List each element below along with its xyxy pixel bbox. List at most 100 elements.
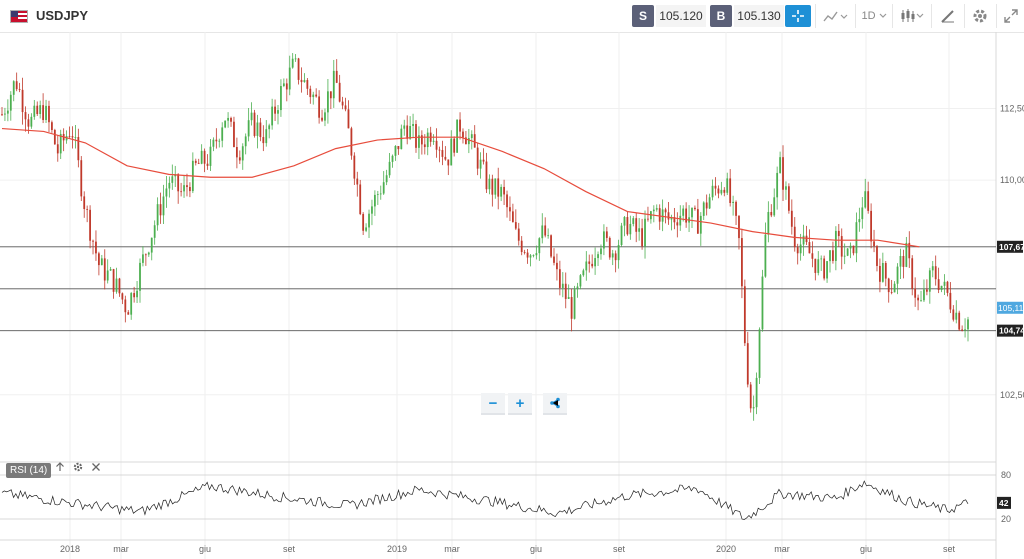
candle-body: [576, 286, 579, 290]
rsi-label[interactable]: RSI (14): [6, 463, 52, 478]
candle-body: [241, 146, 244, 161]
candle-body: [626, 217, 629, 235]
candle-body: [476, 147, 479, 169]
candle-body: [385, 175, 388, 183]
buy-price[interactable]: 105.130: [734, 5, 784, 27]
candle-body: [180, 191, 183, 193]
candle-body: [517, 228, 520, 241]
candle-body: [964, 329, 966, 331]
candle-body: [68, 136, 71, 137]
candle-body: [782, 157, 784, 190]
candle-body: [746, 343, 749, 385]
candle-body: [588, 261, 591, 264]
candle-body: [382, 182, 385, 194]
candle-body: [564, 283, 567, 299]
candle-body: [423, 144, 426, 148]
candle-body: [491, 178, 494, 195]
timeframe-button[interactable]: 1D: [858, 5, 890, 27]
candle-body: [611, 253, 614, 258]
candle-body: [403, 125, 406, 129]
candle-body: [506, 194, 508, 208]
rsi-tick-label: 80: [1001, 470, 1011, 480]
candle-body: [418, 135, 420, 148]
candle-body: [509, 207, 511, 212]
candle-body: [315, 94, 318, 97]
candle-body: [209, 146, 212, 166]
candle-body: [362, 214, 365, 231]
candle-body: [89, 209, 91, 241]
candle-body: [203, 150, 206, 164]
candle-body: [837, 230, 840, 237]
share-icon: [550, 397, 560, 409]
candle-body: [371, 206, 373, 214]
candle-body: [699, 215, 702, 234]
candle-body: [256, 122, 259, 136]
candle-body: [814, 258, 817, 273]
sell-button[interactable]: S: [632, 5, 654, 27]
time-tick-label: 2019: [387, 544, 407, 554]
candle-body: [83, 196, 86, 209]
zoom-in-button[interactable]: +: [508, 393, 532, 415]
candle-body: [1, 114, 3, 116]
price-chart[interactable]: 112,50 110,00 102,50 107,67 104,74 105,119 80…: [0, 32, 1024, 559]
candle-body: [811, 253, 814, 259]
candle-body: [329, 91, 332, 99]
candle-body: [732, 201, 735, 203]
candle-body: [876, 246, 878, 266]
candle-body: [373, 194, 376, 207]
zoom-out-button[interactable]: −: [481, 393, 505, 415]
candle-body: [644, 218, 646, 247]
candle-body: [127, 312, 130, 315]
settings-button[interactable]: [968, 5, 992, 27]
candle-body: [318, 96, 321, 118]
candle-body: [259, 122, 262, 138]
candle-body: [834, 230, 837, 261]
candle-body: [787, 186, 790, 211]
candle-body: [708, 197, 711, 209]
candle-body: [820, 258, 823, 260]
rsi-settings-button[interactable]: [73, 462, 83, 475]
candle-body: [218, 140, 221, 142]
candle-body: [738, 215, 740, 239]
candle-body: [920, 300, 922, 302]
draw-button[interactable]: [936, 5, 960, 27]
sell-price[interactable]: 105.120: [656, 5, 706, 27]
candle-body: [779, 157, 781, 173]
candle-body: [4, 113, 6, 115]
rsi-line: [1, 480, 969, 520]
candle-body: [896, 266, 899, 284]
share-button[interactable]: [543, 393, 567, 415]
rsi-close-button[interactable]: [91, 462, 101, 475]
candle-body: [356, 178, 359, 185]
candle-body: [321, 117, 323, 121]
candle-body: [130, 293, 133, 315]
candle-body: [620, 225, 623, 245]
chart-type-button[interactable]: [820, 5, 852, 27]
candle-body: [488, 178, 491, 190]
indicators-button[interactable]: [896, 5, 928, 27]
candle-body: [80, 160, 83, 197]
gear-icon: [73, 462, 83, 472]
candle-body: [426, 132, 429, 148]
fullscreen-button[interactable]: [1000, 5, 1022, 27]
candle-body: [579, 275, 582, 287]
candle-body: [33, 105, 36, 117]
candle-body: [802, 235, 805, 245]
candle-body: [482, 159, 485, 162]
candle-body: [887, 278, 890, 293]
candle-body: [600, 248, 602, 255]
candle-body: [890, 292, 893, 293]
crosshair-button[interactable]: [785, 5, 811, 27]
candle-body: [215, 139, 218, 142]
candle-body: [277, 110, 279, 114]
buy-button[interactable]: B: [710, 5, 732, 27]
rsi-move-up-button[interactable]: [55, 462, 65, 475]
time-tick-label: giu: [199, 544, 211, 554]
candle-body: [159, 204, 162, 216]
candle-body: [467, 138, 470, 145]
candle-body: [438, 149, 441, 151]
candle-body: [614, 253, 617, 261]
candle-body: [808, 242, 811, 254]
candle-body: [435, 140, 438, 150]
candle-body: [617, 244, 620, 261]
